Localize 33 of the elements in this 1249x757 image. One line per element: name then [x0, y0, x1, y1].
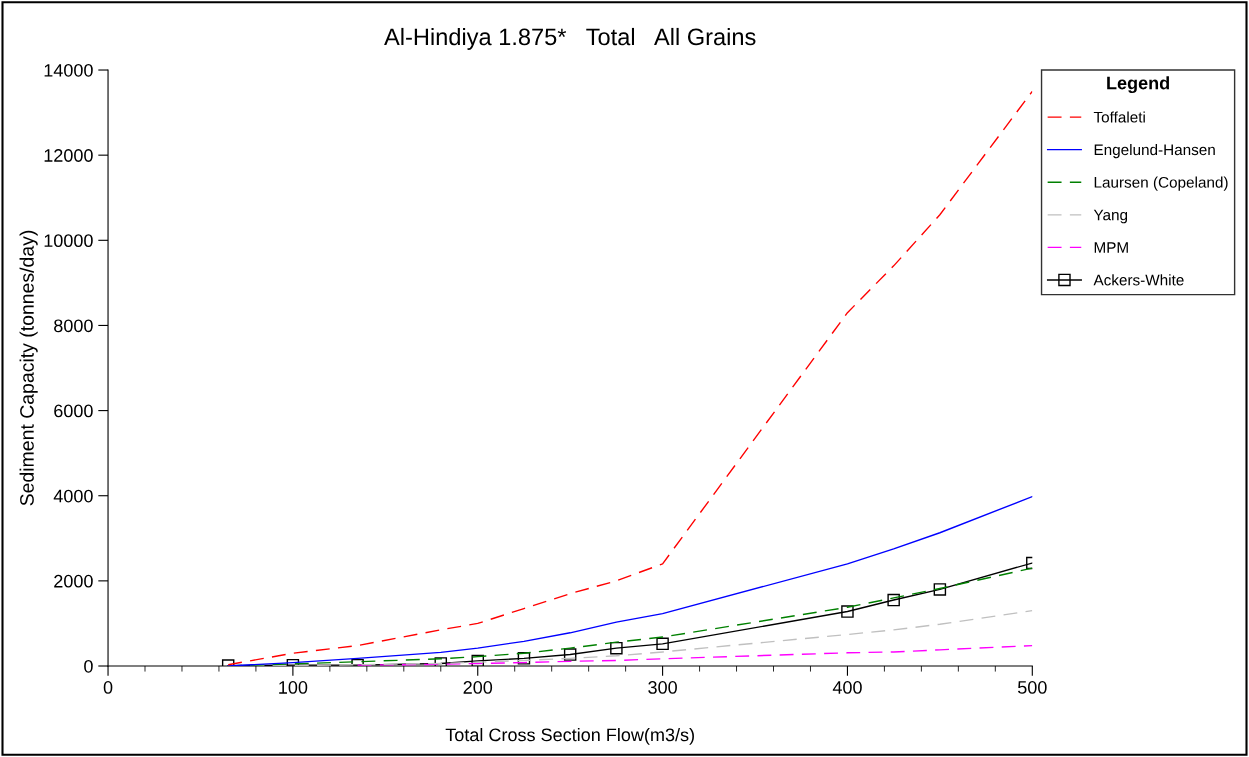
- y-tick-label: 8000: [54, 319, 93, 333]
- x-tick-label: 300: [648, 681, 677, 694]
- legend-label: MPM: [1094, 242, 1128, 253]
- y-tick-label: 6000: [54, 404, 93, 418]
- point: [434, 657, 448, 667]
- point: [841, 605, 854, 618]
- x-axis-title: Total Cross Section Flow(m3/s): [445, 727, 694, 745]
- legend-label: Ackers-White: [1093, 274, 1184, 286]
- y-tick-label: 10000: [44, 234, 93, 248]
- point: [610, 641, 623, 655]
- legend-label: Laursen (Copeland): [1094, 176, 1228, 191]
- x-tick-label: 400: [832, 681, 862, 694]
- x-tick-label: 100: [279, 681, 308, 694]
- point: [471, 654, 484, 667]
- y-tick-label: 14000: [44, 63, 93, 77]
- y-tick-label: 0: [84, 659, 93, 673]
- point: [563, 648, 577, 661]
- x-tick-label: 500: [1017, 681, 1047, 694]
- point: [933, 583, 947, 596]
- y-tick-label: 2000: [54, 574, 93, 588]
- x-tick-label: 200: [463, 681, 493, 694]
- legend-label: Toffaleti: [1093, 111, 1145, 123]
- y-axis-title: Sediment Capacity (tonnes/day): [19, 230, 38, 506]
- point: [887, 593, 900, 607]
- y-tick-label: 4000: [53, 489, 93, 503]
- legend-title: Legend: [1107, 76, 1169, 94]
- chart-title: Al-Hindiya 1.875* Total All Grains: [384, 27, 756, 50]
- point: [656, 637, 669, 651]
- legend-label: Yang: [1093, 209, 1128, 224]
- y-tick-label: 12000: [44, 149, 93, 162]
- x-tick-label: 0: [103, 681, 113, 694]
- legend-label: Engelund-Hansen: [1094, 143, 1215, 159]
- point: [517, 652, 531, 665]
